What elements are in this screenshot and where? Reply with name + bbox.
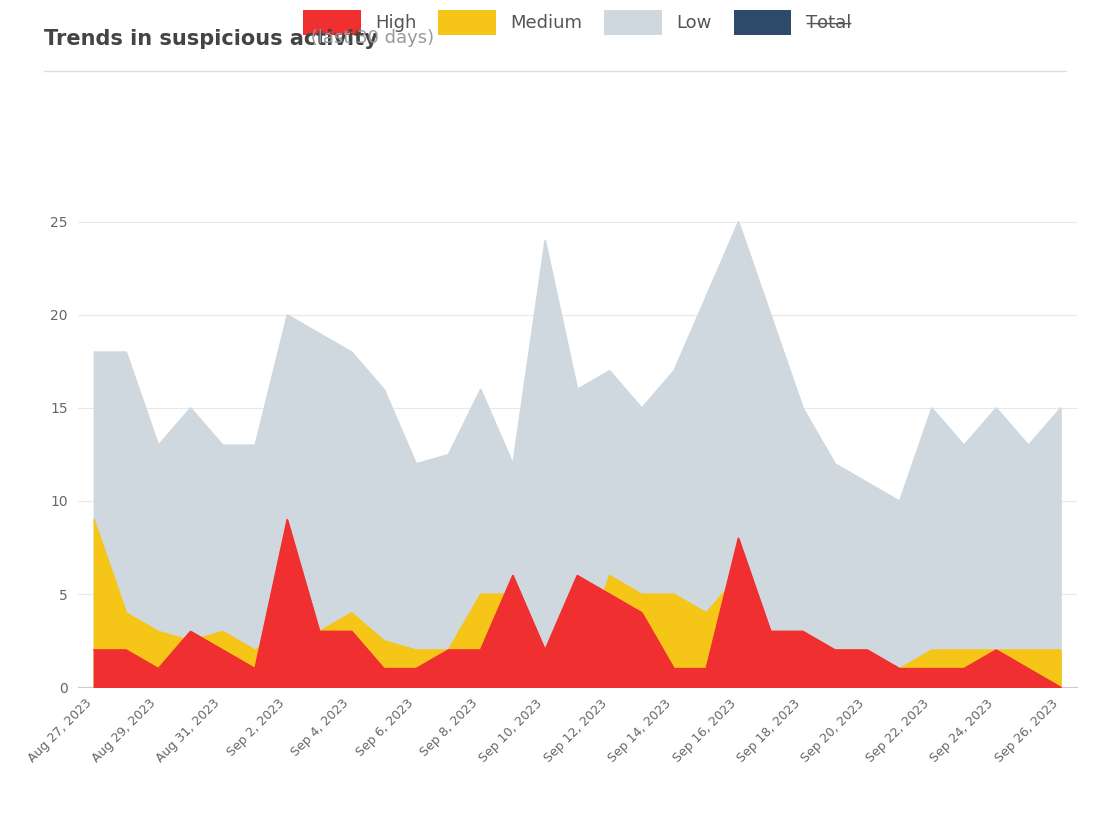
Text: (last 30 days): (last 30 days): [305, 29, 434, 47]
Legend: High, Medium, Low, T̶o̶t̶a̶l̶: High, Medium, Low, T̶o̶t̶a̶l̶: [296, 3, 858, 42]
Text: Trends in suspicious activity: Trends in suspicious activity: [44, 29, 379, 49]
